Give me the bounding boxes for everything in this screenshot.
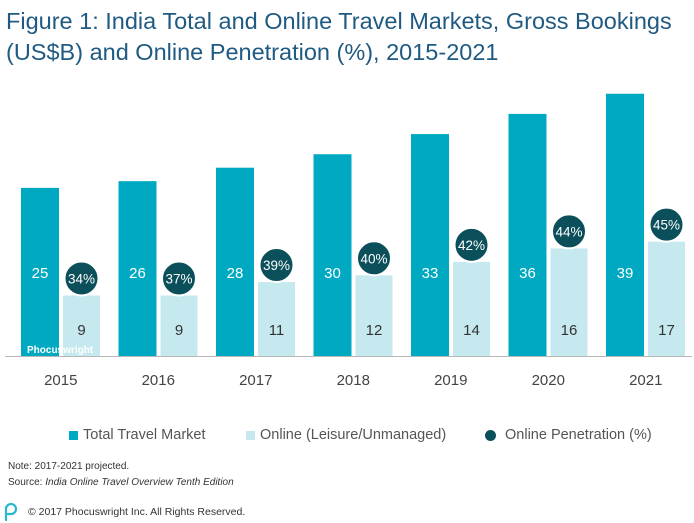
x-tick-2020: 2020 xyxy=(532,372,565,389)
value-labels-group: 25 9 26 9 28 11 30 12 33 14 36 16 39 17 xyxy=(32,265,675,339)
value-label-total-2019: 33 xyxy=(422,265,439,282)
legend-label-total: Total Travel Market xyxy=(83,427,206,443)
bar-online-2018 xyxy=(355,275,393,356)
value-label-total-2017: 28 xyxy=(227,265,244,282)
bar-total-2018 xyxy=(313,154,352,356)
value-label-total-2016: 26 xyxy=(129,265,146,282)
penetration-label-2020: 44% xyxy=(555,224,582,239)
bar-online-2017 xyxy=(258,282,295,356)
penetration-label-2015: 34% xyxy=(68,271,95,286)
total-bars-group xyxy=(21,93,644,357)
legend-item-total: Total Travel Market xyxy=(69,427,206,443)
bar-total-2019 xyxy=(411,134,449,356)
phocuswright-logo-icon xyxy=(4,503,18,521)
penetration-marker-2020 xyxy=(551,213,587,250)
bar-online-2019 xyxy=(453,261,490,356)
x-tick-2015: 2015 xyxy=(44,372,77,389)
bar-online-2020 xyxy=(550,248,588,356)
chart-title: Figure 1: India Total and Online Travel … xyxy=(6,8,672,65)
source-title: India Online Travel Overview Tenth Editi… xyxy=(45,477,234,488)
copyright-text: © 2017 Phocuswright Inc. All Rights Rese… xyxy=(28,506,246,518)
value-label-total-2021: 39 xyxy=(617,265,634,282)
value-label-total-2015: 25 xyxy=(32,265,49,282)
source-line: Source: India Online Travel Overview Ten… xyxy=(8,477,234,488)
legend-swatch-penetration xyxy=(485,429,496,441)
legend-label-penetration: Online Penetration (%) xyxy=(505,427,652,443)
x-tick-2019: 2019 xyxy=(434,372,467,389)
penetration-marker-2018 xyxy=(356,240,392,277)
value-label-total-2018: 30 xyxy=(324,265,341,282)
penetration-label-2019: 42% xyxy=(458,238,485,253)
penetration-label-2017: 39% xyxy=(263,258,290,273)
value-label-total-2020: 36 xyxy=(519,265,536,282)
legend-swatch-total xyxy=(69,430,78,440)
legend-item-online: Online (Leisure/Unmanaged) xyxy=(246,427,446,443)
bar-total-2017 xyxy=(216,167,254,356)
bar-online-2016 xyxy=(160,295,198,356)
value-label-online-2016: 9 xyxy=(175,322,183,339)
watermark: Phocuswright xyxy=(27,345,94,356)
penetration-markers-group: 34% 37% 39% 40% 42% 44% 45% xyxy=(63,206,685,297)
note-text: Note: 2017-2021 projected. xyxy=(8,461,130,472)
chart-area: 25 9 26 9 28 11 30 12 33 14 36 16 39 17 34% 37% 39% 40% 4… xyxy=(5,93,692,389)
value-label-online-2018: 12 xyxy=(366,322,383,339)
source-prefix: Source: xyxy=(8,477,46,488)
penetration-label-2021: 45% xyxy=(653,218,680,233)
legend-label-online: Online (Leisure/Unmanaged) xyxy=(260,427,447,443)
value-label-online-2020: 16 xyxy=(561,322,578,339)
legend-item-penetration: Online Penetration (%) xyxy=(485,427,652,443)
bar-online-2015 xyxy=(63,295,100,356)
x-tick-labels-group: 2015 2016 2017 2018 2019 2020 2021 xyxy=(44,372,662,389)
legend: Total Travel Market Online (Leisure/Unma… xyxy=(0,427,694,447)
bar-online-2021 xyxy=(648,241,685,356)
penetration-label-2018: 40% xyxy=(360,251,387,266)
x-tick-2018: 2018 xyxy=(337,372,370,389)
penetration-marker-2021 xyxy=(648,206,685,243)
penetration-marker-2017 xyxy=(258,247,295,284)
x-tick-2017: 2017 xyxy=(239,372,272,389)
penetration-marker-2019 xyxy=(453,226,490,263)
x-tick-2021: 2021 xyxy=(629,372,662,389)
penetration-label-2016: 37% xyxy=(165,271,192,286)
penetration-marker-2016 xyxy=(161,260,197,297)
x-tick-2016: 2016 xyxy=(142,372,175,389)
legend-swatch-online xyxy=(246,430,255,440)
bar-total-2020 xyxy=(508,113,547,357)
penetration-marker-2015 xyxy=(63,260,100,297)
bar-total-2021 xyxy=(606,93,644,356)
value-label-online-2015: 9 xyxy=(77,322,85,339)
bar-total-2016 xyxy=(118,181,157,356)
bar-total-2015 xyxy=(21,187,59,356)
online-bars-group xyxy=(63,241,685,356)
value-label-online-2017: 11 xyxy=(269,322,285,339)
value-label-online-2021: 17 xyxy=(658,322,675,339)
footer: © 2017 Phocuswright Inc. All Rights Rese… xyxy=(0,503,245,521)
value-label-online-2019: 14 xyxy=(463,322,480,339)
